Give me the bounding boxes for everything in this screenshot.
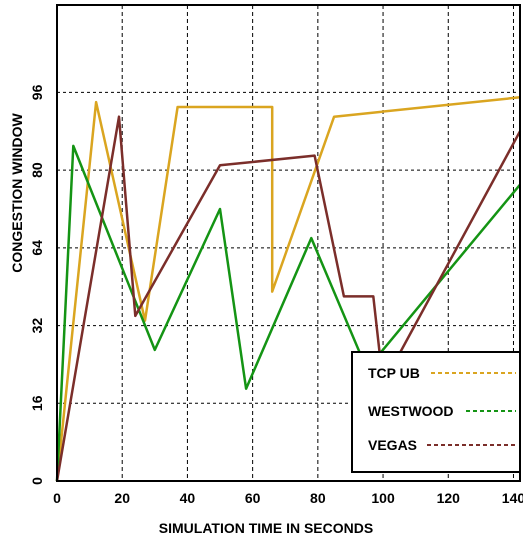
y-tick-labels: 0 16 32 64 80 96 xyxy=(29,84,45,484)
x-tick-labels: 0 20 40 60 80 100 120 140 xyxy=(53,490,523,506)
y-tick-label: 32 xyxy=(29,318,45,334)
y-tick-label: 96 xyxy=(29,84,45,100)
x-tick-label: 20 xyxy=(114,490,130,506)
x-tick-label: 100 xyxy=(371,490,395,506)
legend-box xyxy=(351,351,521,473)
legend-label: TCP UB xyxy=(368,365,420,381)
y-axis-label: CONGESTION WINDOW xyxy=(9,112,25,272)
x-tick-label: 80 xyxy=(310,490,326,506)
x-tick-label: 120 xyxy=(437,490,461,506)
x-axis-label: SIMULATION TIME IN SECONDS xyxy=(159,520,373,536)
plot-frame xyxy=(56,4,521,482)
y-tick-label: 64 xyxy=(29,240,45,256)
series-line xyxy=(55,144,521,482)
x-tick-label: 140 xyxy=(502,490,523,506)
x-tick-label: 60 xyxy=(245,490,261,506)
grid-lines xyxy=(57,5,520,481)
x-tick-label: 40 xyxy=(180,490,196,506)
y-tick-label: 16 xyxy=(29,395,45,411)
legend-label: WESTWOOD xyxy=(368,403,454,419)
y-tick-label: 80 xyxy=(29,162,45,178)
legend: TCP UB WESTWOOD VEGAS xyxy=(351,351,521,473)
x-tick-label: 0 xyxy=(53,490,61,506)
legend-label: VEGAS xyxy=(368,437,417,453)
y-tick-label: 0 xyxy=(29,477,45,485)
series-line xyxy=(55,96,521,482)
